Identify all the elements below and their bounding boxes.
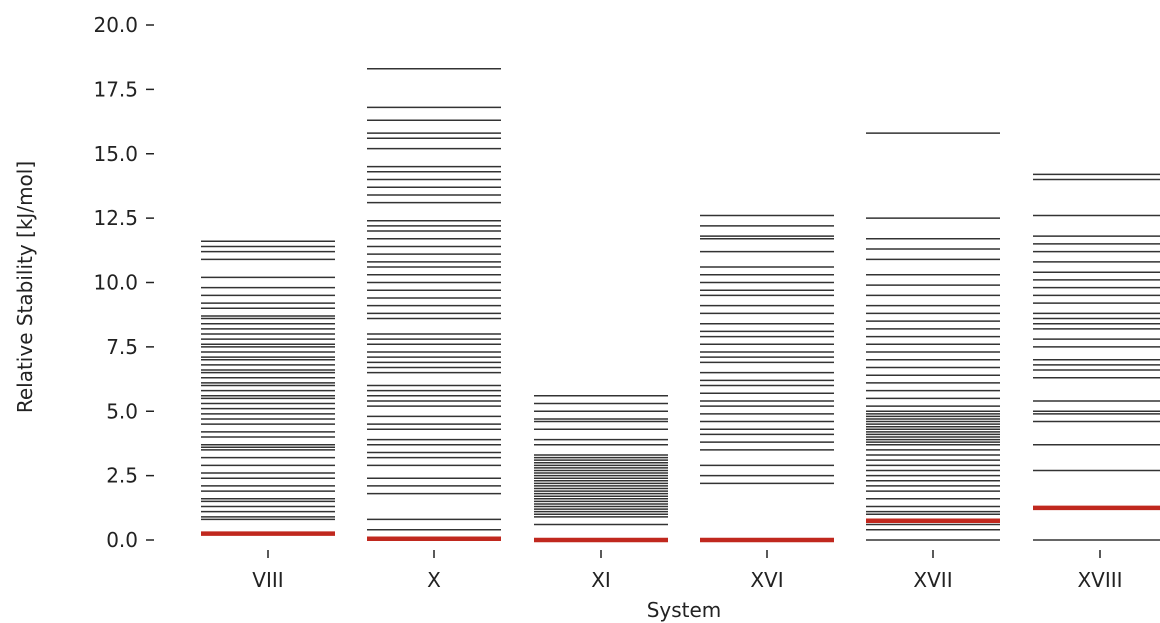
y-tick-label: 10.0 [93,271,138,295]
x-tick-label: VIII [252,568,283,592]
y-tick-label: 0.0 [106,528,138,552]
x-tick-label: X [427,568,441,592]
x-tick-label: XVI [750,568,783,592]
y-tick-label: 2.5 [106,464,138,488]
x-tick-label: XI [591,568,611,592]
y-axis-label: Relative Stability [kJ/mol] [13,161,37,413]
x-axis: VIII X XI XVI XVII XVIII [252,550,1123,592]
highlight-levels [201,505,1160,543]
y-tick-label: 20.0 [93,13,138,37]
y-tick-label: 7.5 [106,335,138,359]
y-tick-label: 12.5 [93,206,138,230]
x-axis-label: System [647,598,722,622]
x-tick-label: XVII [913,568,952,592]
y-tick-label: 15.0 [93,142,138,166]
y-axis: 0.0 2.5 5.0 7.5 10.0 12.5 15.0 17.5 20.0 [93,13,154,552]
y-tick-label: 17.5 [93,77,138,101]
energy-levels [201,68,1160,541]
y-tick-label: 5.0 [106,399,138,423]
x-tick-label: XVIII [1077,568,1122,592]
